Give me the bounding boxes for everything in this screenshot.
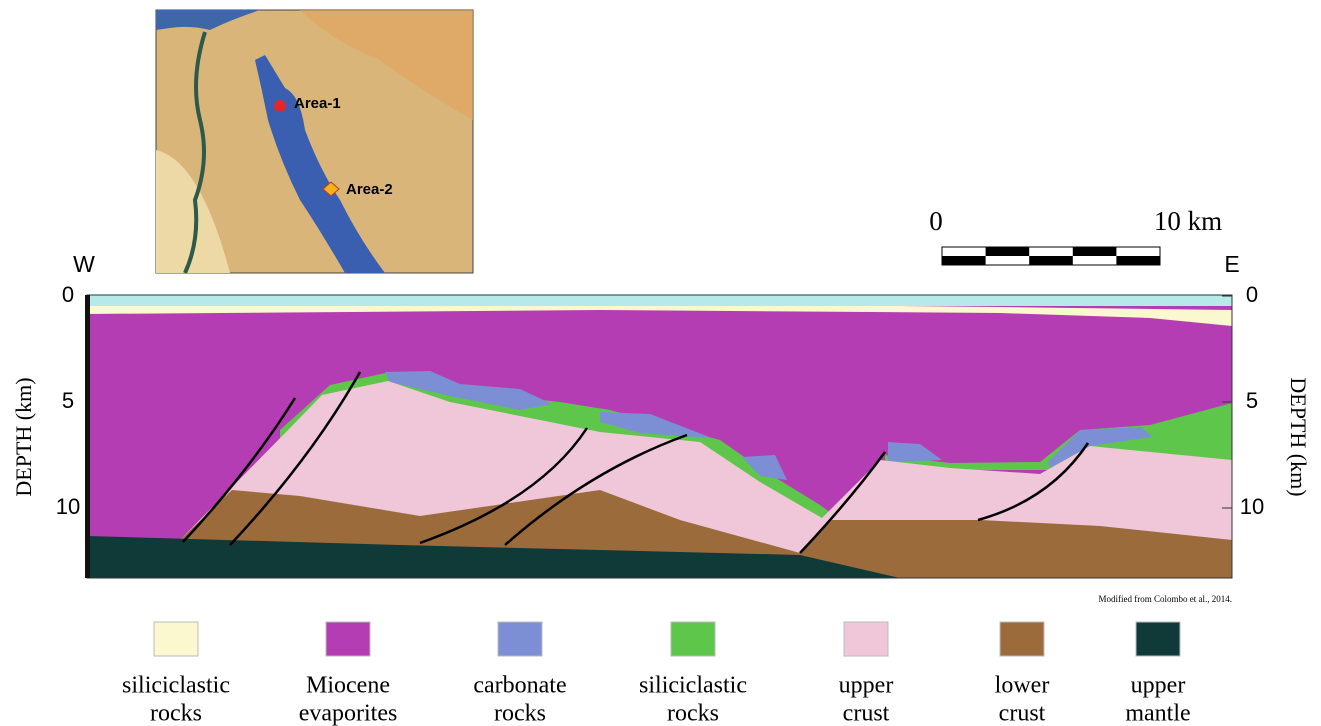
depth-tick-label: 0 [1246,282,1258,307]
scale-segment [1073,247,1117,256]
legend-label: siliciclastic [639,673,747,699]
water [87,295,1232,306]
legend: siliciclasticrocksMioceneevaporitescarbo… [122,622,1191,726]
scale-segment [1116,256,1160,265]
legend-label: crust [843,701,890,726]
legend-label: rocks [150,701,202,726]
depth-tick-label: 10 [56,494,80,519]
map-label: Area-1 [294,95,341,112]
legend-label: siliciclastic [122,673,230,699]
axis-label: DEPTH (km) [11,377,36,496]
scale-label: 0 [929,206,943,236]
legend-label: mantle [1125,701,1190,726]
depth-tick-label: 5 [62,388,74,413]
depth-tick-label: 10 [1240,494,1264,519]
legend-swatch [326,622,370,656]
depth-tick-label: 5 [1246,388,1258,413]
legend-swatch [844,622,888,656]
depth-tick-label: 0 [62,282,74,307]
figure: Area-1 Area-2 0 10 km W E [0,0,1321,726]
legend-label: crust [999,701,1046,726]
map-label: Area-2 [346,181,393,198]
scale-segment [986,247,1030,256]
legend-label: rocks [494,701,546,726]
scale-bar: 0 10 km [929,206,1222,265]
legend-label: evaporites [299,701,398,726]
cross-section [85,295,1232,578]
direction-label: E [1224,251,1239,277]
legend-label: rocks [667,701,719,726]
legend-swatch [498,622,542,656]
legend-swatch [154,622,198,656]
legend-label: Miocene [306,673,390,699]
axis-label: DEPTH (km) [1286,377,1311,496]
legend-label: lower [995,673,1050,699]
legend-swatch [1136,622,1180,656]
map-marker [274,100,286,112]
scale-segment [1029,256,1073,265]
legend-swatch [1000,622,1044,656]
legend-label: upper [1131,673,1186,699]
left-edge [85,295,90,578]
credit: Modified from Colombo et al., 2014. [1099,594,1232,604]
scale-label: 10 km [1154,206,1222,236]
map-inset: Area-1 Area-2 [156,10,473,273]
legend-swatch [671,622,715,656]
legend-label: carbonate [473,673,566,699]
direction-label: W [73,251,95,277]
legend-label: upper [839,673,894,699]
scale-segment [942,256,986,265]
